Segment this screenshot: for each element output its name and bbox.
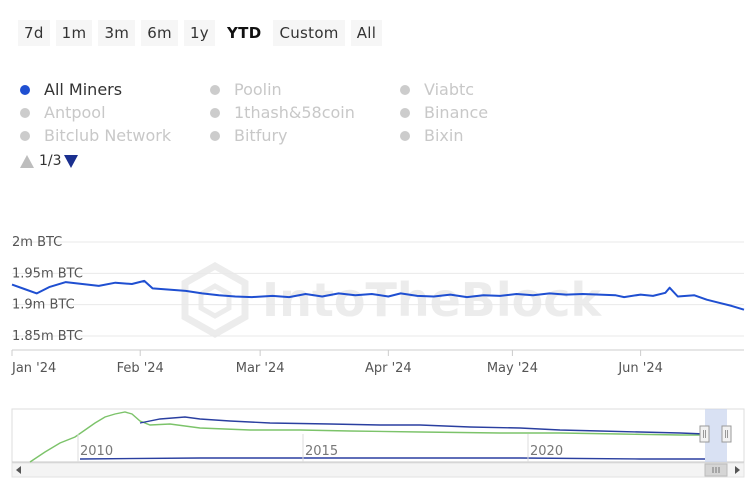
y-tick-label: 1.85m BTC — [12, 329, 83, 344]
range-button-3m[interactable]: 3m — [98, 20, 136, 46]
legend-dot-icon — [210, 130, 220, 141]
navigator-tick-0: 2010 — [80, 444, 113, 459]
watermark-logo-icon — [181, 261, 249, 339]
legend-item-label: Binance — [424, 103, 489, 122]
legend-item[interactable]: Bixin — [400, 124, 540, 147]
legend-dot-icon — [20, 130, 30, 141]
y-axis: 2m BTC 1.95m BTC 1.9m BTC 1.85m BTC — [12, 235, 83, 344]
legend-page-indicator: 1/3 — [39, 153, 62, 169]
range-selector: 7d 1m 3m 6m 1y YTD Custom All — [18, 20, 383, 46]
navigator-left-handle[interactable] — [699, 425, 710, 443]
legend-item-label: Poolin — [234, 80, 282, 99]
range-button-1y[interactable]: 1y — [183, 20, 215, 46]
series-line-0[interactable] — [11, 279, 745, 311]
navigator-tick-2: 2020 — [530, 444, 563, 459]
legend-dot-icon — [210, 84, 220, 95]
legend-item-label: Bitclub Network — [44, 126, 172, 145]
range-button-all[interactable]: All — [350, 20, 383, 46]
gridlines — [12, 241, 744, 337]
x-tick-label: Mar '24 — [236, 361, 285, 376]
legend-item-label: Bixin — [424, 126, 464, 145]
x-tick-label: Apr '24 — [365, 361, 412, 376]
legend-items: All Miners Poolin Viabtc Antpool 1thash&58co… — [20, 78, 540, 147]
y-tick-label: 1.95m BTC — [12, 266, 83, 281]
legend-item[interactable]: 1thash&58coin — [210, 101, 400, 124]
legend-item[interactable]: All Miners — [20, 78, 210, 101]
navigator-tick-1: 2015 — [305, 444, 338, 459]
watermark-text: IntoTheBlock — [262, 273, 602, 327]
legend-item[interactable]: Poolin — [210, 78, 400, 101]
y-tick-label: 1.9m BTC — [12, 298, 75, 313]
navigator-selection[interactable] — [705, 409, 727, 462]
x-tick-label: Jun '24 — [617, 361, 663, 376]
navigator-green-line — [29, 411, 705, 463]
scrollbar-track[interactable] — [11, 462, 745, 478]
navigator[interactable]: 2010 2015 2020 — [11, 408, 745, 463]
series-layer — [11, 279, 745, 311]
range-button-ytd[interactable]: YTD — [221, 20, 268, 46]
y-tick-label: 2m BTC — [12, 235, 62, 250]
legend-item[interactable]: Bitclub Network — [20, 124, 210, 147]
legend: All Miners Poolin Viabtc Antpool 1thash&58co… — [20, 78, 540, 169]
x-tick-label: May '24 — [487, 361, 538, 376]
legend-item[interactable]: Viabtc — [400, 78, 540, 101]
scrollbar[interactable] — [11, 462, 745, 478]
range-button-7d[interactable]: 7d — [18, 20, 50, 46]
legend-dot-icon — [400, 84, 410, 95]
legend-item-label: Viabtc — [424, 80, 475, 99]
x-axis: Jan '24 Feb '24 Mar '24 Apr '24 May '24 Jun '… — [11, 350, 663, 376]
legend-dot-icon — [20, 84, 30, 95]
legend-item[interactable]: Bitfury — [210, 124, 400, 147]
navigator-low-line — [79, 457, 705, 460]
navigator-frame — [11, 408, 745, 463]
range-button-6m[interactable]: 6m — [141, 20, 178, 46]
legend-dot-icon — [400, 107, 410, 118]
legend-prev-page-icon[interactable] — [20, 154, 34, 168]
navigator-right-handle[interactable] — [721, 425, 732, 443]
legend-dot-icon — [210, 107, 220, 118]
legend-next-page-icon[interactable] — [63, 154, 78, 168]
legend-pager: 1/3 — [20, 153, 540, 169]
legend-item[interactable]: Binance — [400, 101, 540, 124]
watermark: IntoTheBlock — [181, 261, 602, 339]
range-button-1m[interactable]: 1m — [55, 20, 93, 46]
scroll-right-icon[interactable] — [735, 466, 740, 474]
scroll-left-icon[interactable] — [16, 466, 21, 474]
legend-item-label: Antpool — [44, 103, 106, 122]
legend-item-label: All Miners — [44, 80, 123, 99]
range-button-custom[interactable]: Custom — [273, 20, 345, 46]
x-tick-label: Jan '24 — [11, 361, 56, 376]
legend-item-label: 1thash&58coin — [234, 103, 355, 122]
x-tick-label: Feb '24 — [117, 361, 164, 376]
legend-dot-icon — [20, 107, 30, 118]
legend-item-label: Bitfury — [234, 126, 288, 145]
legend-item[interactable]: Antpool — [20, 101, 210, 124]
legend-dot-icon — [400, 130, 410, 141]
navigator-blue-line — [139, 416, 706, 435]
